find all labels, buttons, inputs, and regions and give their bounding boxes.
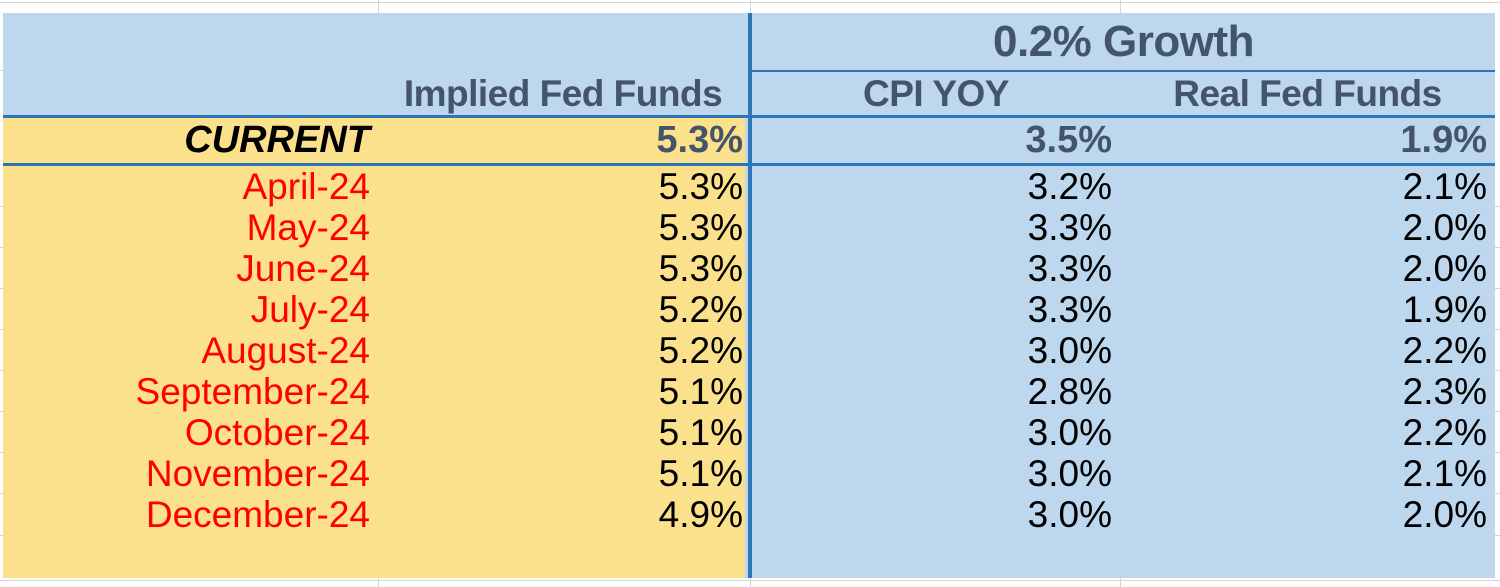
month-cell[interactable]: September-24 <box>3 371 378 412</box>
gridline <box>0 493 3 494</box>
table-row: November-24 5.1% 3.0% 2.1% <box>3 453 1495 494</box>
growth-scenario-header-cell[interactable]: 0.2% Growth <box>993 17 1255 66</box>
month-cell[interactable]: April-24 <box>3 166 378 207</box>
table-row: June-24 5.3% 3.3% 2.0% <box>3 248 1495 289</box>
current-label-cell[interactable]: CURRENT <box>3 118 378 163</box>
gridline <box>1495 535 1500 536</box>
implied-cell[interactable]: 5.1% <box>378 412 748 453</box>
cpi-cell[interactable]: 3.3% <box>745 207 1120 248</box>
table-row: September-24 5.1% 2.8% 2.3% <box>3 371 1495 412</box>
gridline <box>1120 578 1121 587</box>
table-row: August-24 5.2% 3.0% 2.2% <box>3 330 1495 371</box>
gridline <box>0 452 3 453</box>
cpi-cell[interactable]: 3.0% <box>745 453 1120 494</box>
real-cell[interactable]: 2.0% <box>1120 248 1495 289</box>
month-cell[interactable]: December-24 <box>3 494 378 535</box>
month-cell[interactable]: July-24 <box>3 289 378 330</box>
cpi-cell[interactable]: 3.0% <box>745 330 1120 371</box>
table-row: April-24 5.3% 3.2% 2.1% <box>3 166 1495 207</box>
table-row-current: CURRENT 5.3% 3.5% 1.9% <box>3 118 1495 163</box>
gridline <box>1495 411 1500 412</box>
gridline <box>1495 370 1500 371</box>
real-cell[interactable]: 2.0% <box>1120 207 1495 248</box>
gridline <box>1495 206 1500 207</box>
month-cell[interactable]: May-24 <box>3 207 378 248</box>
gridline <box>378 578 379 587</box>
gridline <box>0 329 3 330</box>
gridline <box>750 578 751 587</box>
implied-cell[interactable]: 5.2% <box>378 330 748 371</box>
month-cell[interactable]: October-24 <box>3 412 378 453</box>
column-header-cpi-yoy[interactable]: CPI YOY <box>863 73 1009 114</box>
section-divider-border <box>748 13 752 578</box>
current-real-cell[interactable]: 1.9% <box>1120 118 1495 163</box>
cpi-cell[interactable]: 3.3% <box>745 248 1120 289</box>
real-cell[interactable]: 2.2% <box>1120 412 1495 453</box>
real-cell[interactable]: 2.0% <box>1120 494 1495 535</box>
cpi-cell[interactable]: 2.8% <box>745 371 1120 412</box>
empty-cell[interactable] <box>378 535 748 578</box>
gridline <box>378 0 379 13</box>
implied-cell[interactable]: 5.3% <box>378 166 748 207</box>
real-cell[interactable]: 2.3% <box>1120 371 1495 412</box>
real-cell[interactable]: 2.1% <box>1120 453 1495 494</box>
gridline <box>0 70 3 71</box>
gridline <box>1495 329 1500 330</box>
empty-cell[interactable] <box>745 535 1120 578</box>
cpi-cell[interactable]: 3.0% <box>745 412 1120 453</box>
current-cpi-cell[interactable]: 3.5% <box>745 118 1120 163</box>
gridline <box>0 247 3 248</box>
cpi-cell[interactable]: 3.0% <box>745 494 1120 535</box>
implied-cell[interactable]: 5.3% <box>378 207 748 248</box>
gridline <box>1495 452 1500 453</box>
implied-cell[interactable]: 5.1% <box>378 371 748 412</box>
month-cell[interactable]: August-24 <box>3 330 378 371</box>
column-header-implied-fed-funds[interactable]: Implied Fed Funds <box>403 73 723 114</box>
real-cell[interactable]: 2.2% <box>1120 330 1495 371</box>
cpi-cell[interactable]: 3.2% <box>745 166 1120 207</box>
implied-cell[interactable]: 5.1% <box>378 453 748 494</box>
implied-cell[interactable]: 5.3% <box>378 248 748 289</box>
current-implied-cell[interactable]: 5.3% <box>378 118 748 163</box>
empty-cell[interactable] <box>1120 535 1495 578</box>
empty-cell[interactable] <box>3 535 378 578</box>
header-divider-border <box>752 70 1495 72</box>
gridline <box>1495 288 1500 289</box>
table-row: October-24 5.1% 3.0% 2.2% <box>3 412 1495 453</box>
gridline <box>1495 493 1500 494</box>
gridline <box>750 0 751 13</box>
implied-cell[interactable]: 4.9% <box>378 494 748 535</box>
month-cell[interactable]: November-24 <box>3 453 378 494</box>
table-row: December-24 4.9% 3.0% 2.0% <box>3 494 1495 535</box>
header-block-left <box>3 13 748 115</box>
gridline <box>1120 0 1121 13</box>
header-block-right <box>748 13 1495 115</box>
gridline <box>0 370 3 371</box>
table-row: July-24 5.2% 3.3% 1.9% <box>3 289 1495 330</box>
gridline <box>1495 247 1500 248</box>
implied-cell[interactable]: 5.2% <box>378 289 748 330</box>
cpi-cell[interactable]: 3.3% <box>745 289 1120 330</box>
real-cell[interactable]: 2.1% <box>1120 166 1495 207</box>
gridline <box>0 206 3 207</box>
gridline <box>0 411 3 412</box>
empty-row <box>3 535 1495 578</box>
gridline <box>0 288 3 289</box>
column-header-real-fed-funds[interactable]: Real Fed Funds <box>1173 73 1442 114</box>
real-cell[interactable]: 1.9% <box>1120 289 1495 330</box>
gridline <box>0 535 3 536</box>
month-cell[interactable]: June-24 <box>3 248 378 289</box>
table-row: May-24 5.3% 3.3% 2.0% <box>3 207 1495 248</box>
